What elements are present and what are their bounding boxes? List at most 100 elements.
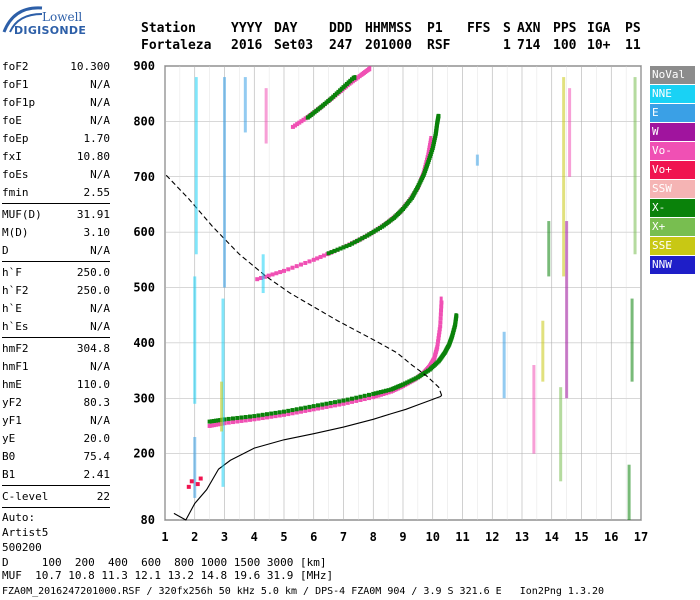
x-tick-label: 17 xyxy=(634,530,648,544)
echo-mark xyxy=(290,265,295,270)
file-info-line: FZA0M_2016247201000.RSF / 320fx256h 50 k… xyxy=(2,586,605,597)
echo-mark xyxy=(341,401,346,406)
echo-mark xyxy=(299,262,303,267)
echo-mark xyxy=(337,399,342,404)
x-tick-label: 11 xyxy=(455,530,469,544)
echo-mark xyxy=(324,401,329,406)
labels-4: HHMMSS xyxy=(365,21,412,36)
values-2: Set03 xyxy=(274,38,314,53)
echo-mark xyxy=(239,415,244,420)
labels-0: Station xyxy=(141,21,196,36)
param-row-foep: foEp 1.70 xyxy=(2,130,110,148)
echo-mark xyxy=(439,308,444,313)
echo-mark xyxy=(329,250,334,255)
param-label: yE xyxy=(2,432,16,445)
interference-trace xyxy=(627,464,631,520)
param-row-hmf2: hmF2 304.8 xyxy=(2,340,110,358)
x-tick-label: 5 xyxy=(280,530,287,544)
auto-label: Auto: xyxy=(2,511,36,524)
params-group-muf: MUF(D) 31.91 M(D) 3.10 D N/A xyxy=(2,206,110,260)
param-value: 80.3 xyxy=(83,396,111,409)
param-row-b1: B1 2.41 xyxy=(2,466,110,484)
echo-mark xyxy=(299,119,304,124)
x-tick-label: 14 xyxy=(545,530,559,544)
echo-mark xyxy=(338,246,343,251)
param-value: 75.4 xyxy=(83,450,111,463)
echo-mark xyxy=(436,333,441,338)
interference-trace xyxy=(630,298,634,382)
echo-mark xyxy=(438,324,443,329)
echo-mark xyxy=(435,342,440,347)
echo-mark xyxy=(371,391,376,396)
legend-item-sse: SSE xyxy=(650,237,695,255)
param-value: N/A xyxy=(90,414,110,427)
echo-mark xyxy=(354,395,359,400)
labels-2: DAY xyxy=(274,21,298,36)
logo-line1: Lowell xyxy=(42,10,83,24)
param-row-clevel: C-level 22 xyxy=(2,488,110,506)
autoscaler-name: Artist5 xyxy=(2,526,49,539)
y-tick-label: 600 xyxy=(133,225,155,239)
echo-mark xyxy=(198,476,203,481)
echo-mark xyxy=(375,227,380,232)
interference-trace xyxy=(264,88,268,144)
echo-mark xyxy=(362,397,367,402)
param-value: 31.91 xyxy=(76,208,110,221)
echo-mark xyxy=(403,381,408,386)
interference-trace xyxy=(223,77,226,288)
param-value: 20.0 xyxy=(83,432,111,445)
echo-mark xyxy=(438,316,443,321)
echo-mark xyxy=(439,300,444,305)
params-group-profile: hmF2 304.8 hmF1 N/A hmE 110.0 yF2 80.3 yF1 N/A yE 2… xyxy=(2,340,110,484)
echo-mark xyxy=(367,392,371,397)
echo-mark xyxy=(294,264,299,269)
param-value: 1.70 xyxy=(83,132,111,145)
echo-mark xyxy=(316,406,320,411)
echo-mark xyxy=(320,402,325,407)
param-label: fmin xyxy=(2,186,29,199)
echo-mark xyxy=(371,395,376,400)
x-tick-label: 8 xyxy=(370,530,377,544)
echo-mark xyxy=(341,245,346,250)
param-label: C-level xyxy=(2,490,49,503)
parameter-panel: foF2 10.300 foF1 N/A foF1p N/A foE N/A foEp 1.70 f… xyxy=(2,58,110,555)
param-row-hf: h`F 250.0 xyxy=(2,264,110,282)
echo-mark xyxy=(266,273,271,278)
echo-mark xyxy=(438,320,443,325)
echo-mark xyxy=(307,259,312,264)
param-label: fxI xyxy=(2,150,22,163)
echo-mark xyxy=(315,256,320,261)
echo-mark xyxy=(260,412,265,417)
echo-mark xyxy=(378,390,383,395)
param-value: N/A xyxy=(90,96,110,109)
echo-mark xyxy=(332,248,337,253)
echo-mark xyxy=(248,417,252,422)
values-10: 11 xyxy=(625,38,641,53)
echo-mark xyxy=(386,390,391,395)
y-tick-label: 700 xyxy=(133,170,155,184)
echo-mark xyxy=(376,393,381,398)
interference-trace xyxy=(562,77,566,277)
param-row-hes: h`Es N/A xyxy=(2,318,110,336)
echo-mark xyxy=(355,238,360,243)
param-row-hme: hmE 110.0 xyxy=(2,376,110,394)
interference-trace xyxy=(193,437,197,498)
echo-mark xyxy=(311,404,316,409)
echo-mark xyxy=(378,225,383,230)
param-value: N/A xyxy=(90,302,110,315)
echo-mark xyxy=(231,420,235,425)
echo-mark xyxy=(270,272,275,277)
echo-mark xyxy=(347,242,352,247)
param-label: h`E xyxy=(2,302,22,315)
echo-mark xyxy=(262,274,267,279)
echo-mark xyxy=(435,345,440,350)
echo-mark xyxy=(216,418,221,423)
echo-mark xyxy=(328,400,333,405)
echo-mark xyxy=(299,409,303,414)
echo-mark xyxy=(282,409,286,414)
echo-mark xyxy=(436,336,441,341)
interference-trace xyxy=(547,221,551,277)
interference-trace xyxy=(194,77,198,255)
echo-mark xyxy=(341,398,346,403)
